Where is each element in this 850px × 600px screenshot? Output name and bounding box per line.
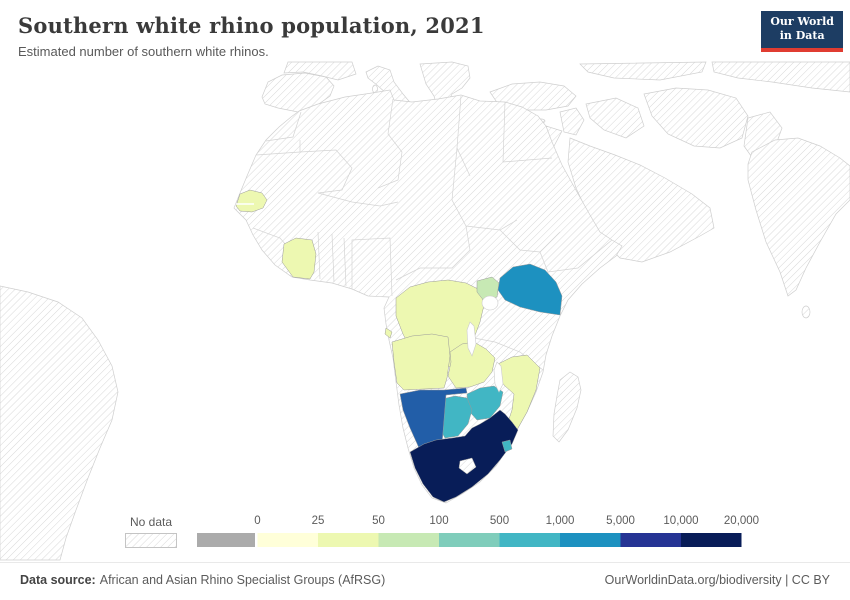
island-madagascar (552, 371, 582, 443)
country-south-africa[interactable] (409, 409, 519, 503)
legend-swatch-3[interactable] (378, 533, 440, 547)
island-sri-lanka (801, 305, 811, 319)
legend-no-data-swatch[interactable] (125, 533, 178, 549)
lake-victoria (481, 295, 499, 311)
legend-swatch-no-value[interactable] (197, 533, 255, 547)
country-namibia[interactable] (399, 387, 468, 463)
region-india (747, 137, 850, 297)
legend-tick-0: 0 (254, 515, 261, 527)
legend-swatch-7[interactable] (620, 533, 682, 547)
chart-footer: Data source: African and Asian Rhino Spec… (0, 562, 850, 600)
region-iraq (585, 97, 645, 139)
colored-countries (235, 189, 563, 503)
owid-logo-line1: Our World (770, 15, 834, 28)
data-source-label: Data source: (20, 573, 96, 587)
owid-logo[interactable]: Our World in Data (761, 11, 843, 52)
chart-header: Southern white rhino population, 2021 Es… (0, 0, 850, 60)
credit-link[interactable]: OurWorldinData.org/biodiversity | CC BY (604, 573, 830, 587)
chart-subtitle: Estimated number of southern white rhino… (18, 44, 269, 59)
country-cote-divoire[interactable] (281, 237, 317, 280)
legend-tick-7: 10,000 (663, 515, 699, 527)
legend-swatch-5[interactable] (499, 533, 561, 547)
region-caucasus (579, 61, 707, 81)
region-iran (643, 87, 749, 149)
country-borders (252, 95, 613, 371)
legend-color-bar (197, 533, 742, 547)
country-kenya[interactable] (497, 263, 563, 316)
legend-swatch-8[interactable] (681, 533, 742, 547)
legend-tick-6: 5,000 (606, 515, 635, 527)
legend-tick-8: 20,000 (723, 515, 760, 527)
region-levant (559, 107, 585, 136)
region-central-asia (711, 61, 850, 93)
legend-swatch-6[interactable] (560, 533, 621, 547)
legend-swatch-1[interactable] (257, 533, 319, 547)
region-france (283, 61, 357, 81)
map-legend: No data 0 25 50 100 500 1,000 5,000 10,0… (0, 512, 850, 554)
legend-swatch-2[interactable] (318, 533, 379, 547)
lakes (466, 295, 504, 393)
data-source-value[interactable]: African and Asian Rhino Specialist Group… (99, 573, 386, 587)
legend-tick-2: 50 (372, 515, 385, 527)
island-corsica (372, 84, 378, 94)
region-iberia (261, 72, 335, 113)
country-uganda[interactable] (476, 276, 500, 302)
country-angola-cabinda[interactable] (384, 327, 393, 339)
country-senegal[interactable] (235, 189, 268, 213)
legend-tick-5: 1,000 (545, 515, 575, 527)
owid-logo-line2: in Data (779, 29, 825, 43)
legend-tick-3: 100 (429, 515, 449, 527)
region-south-america (0, 285, 119, 561)
data-source-line: Data source: African and Asian Rhino Spec… (20, 573, 385, 600)
country-eswatini[interactable] (501, 439, 513, 453)
legend-swatch-4[interactable] (439, 533, 500, 547)
legend-tick-4: 500 (489, 515, 510, 527)
page-title: Southern white rhino population, 2021 (18, 13, 485, 38)
lake-tanganyika (466, 321, 477, 357)
legend-tick-1: 25 (311, 515, 325, 527)
legend-no-data-label: No data (129, 515, 173, 529)
country-angola[interactable] (391, 333, 451, 391)
lake-malawi (493, 361, 504, 393)
